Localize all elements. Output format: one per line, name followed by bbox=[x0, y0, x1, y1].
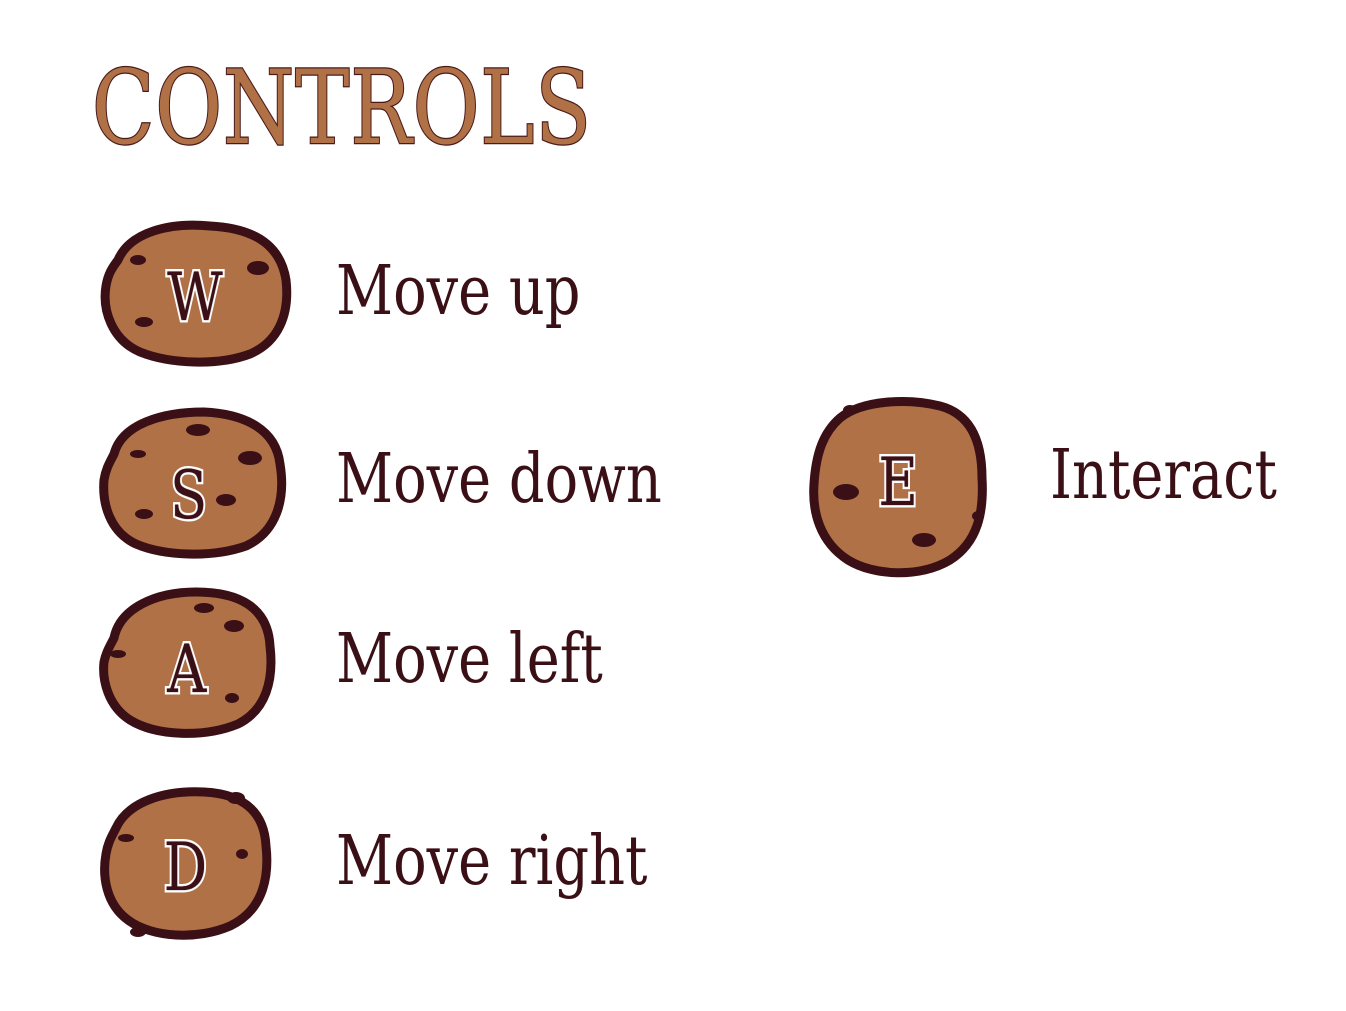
cookie-icon bbox=[809, 397, 987, 578]
action-label-move-down: Move down bbox=[336, 440, 662, 519]
control-row-w: W Move up bbox=[100, 220, 700, 370]
control-row-e: E Interact bbox=[809, 397, 1330, 580]
key-letter-s: S bbox=[168, 454, 209, 536]
control-row-d: D Move right bbox=[100, 787, 720, 940]
controls-title: CONTROLS bbox=[91, 49, 592, 168]
control-row-s: S Move down bbox=[99, 407, 720, 559]
key-letter-w: W bbox=[165, 256, 225, 338]
cookie-key-icon-w: W bbox=[100, 220, 292, 370]
cookie-icon bbox=[99, 407, 287, 559]
cookie-key-icon-a: A bbox=[99, 587, 290, 738]
control-row-a: A Move left bbox=[99, 587, 700, 738]
action-label-move-right: Move right bbox=[336, 822, 648, 901]
cookie-key-icon-s: S bbox=[99, 407, 290, 559]
cookie-icon bbox=[99, 587, 276, 738]
key-letter-d: D bbox=[161, 826, 208, 908]
cookie-icon bbox=[100, 787, 272, 940]
cookie-key-icon-d: D bbox=[100, 787, 290, 940]
action-label-move-left: Move left bbox=[336, 620, 603, 699]
key-letter-e: E bbox=[876, 441, 920, 523]
cookie-key-icon-e: E bbox=[809, 397, 990, 578]
action-label-interact: Interact bbox=[1050, 436, 1277, 515]
action-label-move-up: Move up bbox=[336, 252, 581, 331]
cookie-icon bbox=[100, 220, 292, 367]
key-letter-a: A bbox=[165, 628, 208, 710]
